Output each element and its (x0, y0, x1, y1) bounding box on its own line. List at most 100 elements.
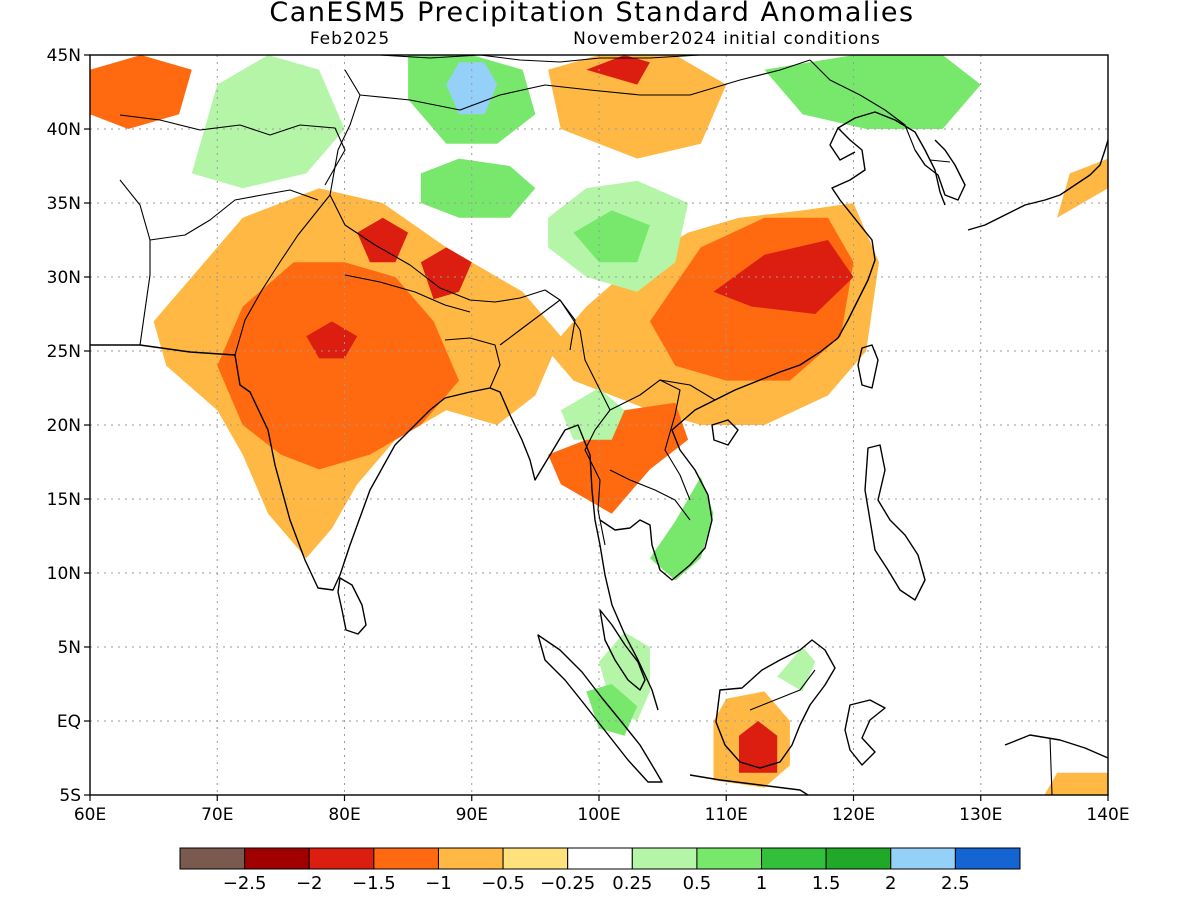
coastlines (90, 111, 1108, 795)
latitude-ticks: 45N 40N 35N 30N 25N 20N 15N 10N 5N EQ 5S (47, 46, 90, 806)
border-png (1049, 737, 1053, 795)
lat-tick-label: 5N (57, 638, 81, 658)
colorbar-label: −1.5 (352, 873, 396, 894)
colorbar-label: −0.5 (481, 873, 525, 894)
colorbar-swatch (308, 847, 375, 870)
coastline-taiwan (857, 344, 879, 389)
anomaly-region-nepal-dry (357, 217, 409, 263)
valid-month-label: Feb2025 (310, 29, 390, 49)
map-area (90, 55, 1108, 795)
lat-tick-label: 40N (47, 120, 81, 140)
colorbar-swatch (954, 847, 1021, 870)
coastline-new-guinea (1004, 734, 1108, 759)
lat-tick-label: 30N (47, 268, 81, 288)
colorbar-label: 2 (885, 873, 896, 894)
lon-tick-label: 110E (705, 805, 748, 825)
colorbar: −2.5 −2 −1.5 −1 −0.5 −0.25 0.25 0.5 1 1.5 2 2.5 (179, 847, 1021, 894)
colorbar-label: −1 (425, 873, 452, 894)
border-borneo-internal (749, 669, 816, 711)
border-thailand-cambodia (609, 469, 691, 521)
lat-tick-label: 25N (47, 342, 81, 362)
lat-tick-label: 20N (47, 416, 81, 436)
lat-tick-label: 35N (47, 194, 81, 214)
anomaly-region-vietnam-wet (649, 476, 714, 581)
colorbar-swatch (502, 847, 569, 870)
colorbar-label: 0.5 (683, 873, 712, 894)
colorbar-swatch (373, 847, 439, 870)
coastline-korea (914, 139, 966, 201)
coastline-gulf-of-thailand (599, 111, 946, 581)
lon-tick-label: 70E (201, 805, 233, 825)
initial-conditions-label: November2024 initial conditions (573, 29, 881, 49)
colorbar-swatch (696, 847, 763, 870)
colorbar-label: 1 (756, 873, 767, 894)
colorbar-swatch (179, 847, 246, 870)
colorbar-label: −0.25 (540, 873, 595, 894)
anomaly-region-central-asia-dry (90, 55, 192, 129)
lon-tick-label: 80E (328, 805, 360, 825)
lat-tick-label: 5S (59, 786, 81, 806)
graticule (90, 55, 1108, 795)
lon-tick-label: 100E (577, 805, 620, 825)
lon-tick-label: 60E (74, 805, 106, 825)
border-himalaya (329, 194, 561, 303)
border-pakistan-india (234, 194, 331, 356)
colorbar-label: −2.5 (223, 873, 267, 894)
border-mongolia-russia (379, 55, 701, 63)
border-thailand-myanmar (584, 429, 606, 546)
lon-tick-label: 130E (959, 805, 1002, 825)
border-korea-dmz (929, 159, 951, 163)
border-laos (609, 379, 691, 501)
border-china-west (329, 69, 361, 196)
lon-tick-label: 90E (456, 805, 488, 825)
colorbar-label: −2 (296, 873, 323, 894)
anomaly-region-indochina-dry (548, 402, 689, 514)
anomaly-region-borneo-dry-core (739, 721, 778, 773)
colorbar-label: 2.5 (941, 873, 970, 894)
coastline-arabian-sea (90, 344, 446, 591)
colorbar-label: 0.25 (612, 873, 652, 894)
lon-tick-label: 140E (1086, 805, 1129, 825)
anomaly-layer (90, 55, 1108, 795)
anomaly-region-kazakh-wet (191, 55, 345, 189)
border-mongolia-china (359, 59, 811, 111)
coastline-sumatra (537, 634, 663, 783)
border-myanmar-china (559, 299, 611, 431)
anomaly-region-mongolia-dry (548, 55, 727, 159)
anomaly-region-ne-china-wet (764, 55, 981, 129)
longitude-ticks: 60E 70E 80E 90E 100E 110E 120E 130E 140E (74, 795, 1130, 825)
coastline-sulawesi (844, 699, 886, 766)
colorbar-swatch (761, 847, 827, 870)
anomaly-region-tibet-wet (420, 158, 536, 218)
anomaly-region-mekong-wet (560, 388, 625, 440)
anomaly-region-qinghai-wet-core (573, 210, 650, 263)
colorbar-swatch (890, 847, 956, 870)
coastline-japan (967, 139, 1108, 231)
coastline-sri-lanka (337, 577, 367, 635)
colorbar-label: 1.5 (812, 873, 841, 894)
anomaly-region-tibet-dry (420, 247, 472, 300)
coastline-philippines (864, 444, 926, 601)
coastline-bay-of-bengal (444, 387, 659, 711)
border-china-vietnam (659, 379, 716, 401)
colorbar-swatch (631, 847, 698, 870)
colorbar-swatch (244, 847, 310, 870)
coastline-malaya (599, 609, 646, 691)
border-myanmar-india (499, 299, 576, 351)
anomaly-region-japan-dry (1057, 158, 1108, 218)
coastline-hainan (711, 419, 739, 446)
country-borders (119, 55, 1053, 795)
figure-title: CanESM5 Precipitation Standard Anomalies (269, 0, 914, 28)
lat-tick-label: EQ (57, 712, 81, 732)
anomaly-region-mongolia-core (586, 55, 650, 85)
lat-tick-label: 10N (47, 564, 81, 584)
lat-tick-label: 45N (47, 46, 81, 66)
lat-tick-label: 15N (47, 490, 81, 510)
anomaly-region-sabah-wet (777, 647, 816, 692)
lon-tick-label: 120E (832, 805, 875, 825)
coastline-bohai (829, 127, 856, 161)
border-china-northeast (809, 59, 916, 151)
border-nepal-south (344, 274, 471, 313)
border-afghanistan-pakistan (149, 189, 319, 241)
